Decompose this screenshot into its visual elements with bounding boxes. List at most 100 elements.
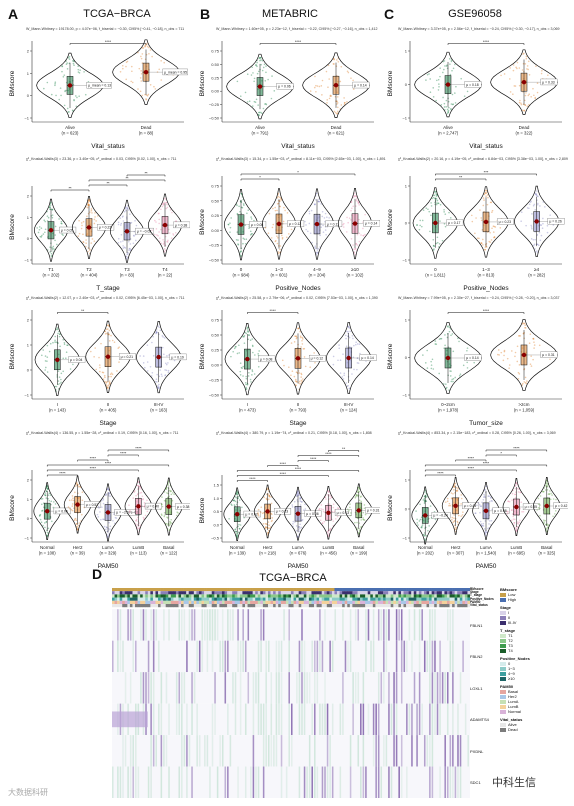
jitter-point: [544, 206, 546, 208]
annotation-cell: [186, 600, 190, 604]
annotation-cell: [250, 600, 253, 604]
jitter-point: [158, 386, 160, 388]
annotation-cell: [400, 600, 404, 604]
mean-label: μ = 0.17: [448, 221, 461, 225]
heatmap-cell: [221, 735, 224, 767]
legend-title: T_stage: [500, 628, 516, 633]
y-tick-label: 0.0: [213, 522, 219, 527]
jitter-point: [304, 365, 307, 368]
jitter-point: [138, 527, 140, 529]
heatmap-cell: [383, 640, 385, 673]
jitter-point: [535, 65, 537, 67]
annotation-cell: [326, 588, 330, 592]
jitter-point: [107, 333, 110, 335]
jitter-point: [347, 335, 349, 337]
jitter-point: [548, 493, 551, 496]
jitter-point: [503, 349, 506, 352]
jitter-point: [110, 334, 112, 337]
jitter-point: [58, 335, 61, 338]
heatmap-cell: [406, 766, 408, 798]
annotation-cell: [142, 594, 146, 598]
jitter-point: [44, 220, 46, 223]
jitter-point: [300, 373, 303, 376]
jitter-point: [526, 105, 529, 108]
jitter-point: [158, 222, 160, 225]
jitter-point: [426, 73, 429, 76]
jitter-point: [146, 510, 149, 513]
jitter-point: [350, 77, 352, 79]
y-tick-label: 1: [27, 71, 30, 76]
annotation-cell: [140, 604, 143, 608]
jitter-point: [318, 85, 321, 88]
violin-outline: [33, 482, 61, 541]
heatmap-cell: [224, 640, 227, 673]
annotation-cell: [186, 591, 190, 595]
jitter-point: [165, 201, 168, 204]
jitter-point: [54, 234, 57, 236]
jitter-point: [57, 383, 59, 386]
annotation-cell: [311, 600, 315, 604]
jitter-point: [436, 199, 439, 202]
y-tick-label: 0.00: [211, 363, 220, 368]
jitter-point: [354, 521, 356, 524]
jitter-point: [487, 196, 489, 199]
jitter-point: [137, 51, 139, 54]
x-tick-count: (n = 676): [290, 551, 307, 556]
jitter-point: [490, 519, 493, 522]
legend-item: LumB: [500, 704, 570, 709]
annotation-cell: [262, 604, 266, 608]
annotation-cell: [227, 588, 230, 592]
annotation-cell: [168, 591, 172, 595]
heatmap-cell: [206, 735, 209, 767]
y-tick-label: 1: [405, 184, 408, 189]
jitter-point: [51, 208, 54, 211]
annotation-cell: [296, 594, 299, 598]
jitter-point: [57, 342, 59, 344]
jitter-point: [296, 372, 299, 375]
jitter-point: [238, 205, 240, 208]
jitter-point: [355, 343, 357, 346]
violin-outline: [147, 193, 183, 257]
jitter-point: [304, 508, 307, 510]
jitter-point: [107, 535, 109, 537]
jitter-point: [64, 89, 67, 92]
jitter-point: [284, 209, 286, 212]
annotation-cell: [354, 594, 358, 598]
jitter-point: [344, 334, 347, 337]
heatmap-cell: [452, 640, 454, 673]
jitter-point: [54, 341, 56, 343]
jitter-point: [264, 522, 267, 525]
jitter-point: [254, 354, 256, 356]
annotation-cell: [237, 588, 241, 592]
annotation-cell: [434, 594, 438, 598]
annotation-cell: [349, 594, 353, 598]
annotation-cell: [247, 591, 251, 595]
jitter-point: [90, 350, 92, 353]
annotation-cell: [127, 600, 131, 604]
jitter-point: [503, 350, 506, 353]
jitter-point: [165, 207, 168, 210]
annotation-cell: [285, 597, 289, 601]
jitter-point: [108, 329, 111, 332]
heatmap-cell: [196, 703, 198, 736]
jitter-point: [506, 510, 508, 513]
annotation-cell: [178, 597, 182, 601]
jitter-point: [337, 61, 340, 63]
annotation-cell: [308, 594, 312, 598]
jitter-point: [300, 526, 303, 529]
mean-label: μ = 0.14: [365, 222, 378, 226]
annotation-cell: [334, 600, 338, 604]
jitter-point: [65, 357, 67, 360]
jitter-point: [451, 69, 453, 72]
significance-label: ****: [483, 39, 490, 44]
jitter-point: [117, 221, 120, 224]
annotation-cell: [365, 594, 369, 598]
jitter-point: [419, 224, 421, 227]
mean-label: μ = 0.38: [177, 505, 190, 509]
annotation-cell: [423, 591, 427, 595]
annotation-cell: [198, 600, 202, 604]
jitter-point: [157, 234, 159, 237]
jitter-point: [46, 371, 49, 373]
jitter-point: [254, 64, 257, 66]
jitter-point: [138, 486, 141, 488]
